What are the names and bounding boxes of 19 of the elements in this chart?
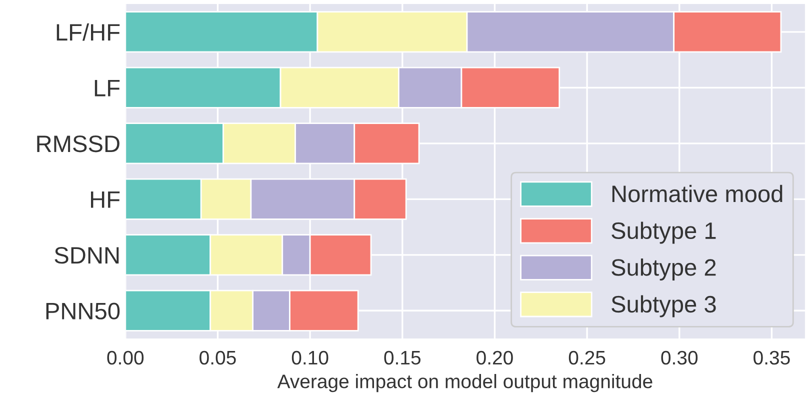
x-tick-label: 0.00 — [107, 350, 144, 365]
y-tick-label: LF/HF — [56, 23, 120, 41]
x-tick-label: 0.05 — [200, 350, 236, 365]
y-tick-label: RMSSD — [37, 135, 120, 152]
y-tick-label: LF — [94, 80, 120, 96]
x-tick-label: 0.35 — [754, 350, 790, 365]
legend-label: Subtype 3 — [612, 295, 716, 318]
x-axis-title: Average impact on model output magnitude — [277, 374, 652, 392]
x-tick-label: 0.25 — [568, 350, 606, 365]
x-tick-label: 0.20 — [476, 350, 513, 365]
legend-label: Normative mood — [612, 184, 782, 202]
y-tick-label: HF — [91, 191, 120, 208]
x-tick-label: 0.30 — [661, 350, 698, 365]
x-tick-label: 0.15 — [384, 350, 420, 365]
x-tick-label: 0.10 — [292, 350, 328, 365]
y-tick-label: PNN50 — [46, 302, 120, 320]
legend-label: Subtype 1 — [612, 222, 716, 244]
y-tick-label: SDNN — [54, 246, 119, 264]
legend-label: Subtype 2 — [612, 258, 716, 280]
